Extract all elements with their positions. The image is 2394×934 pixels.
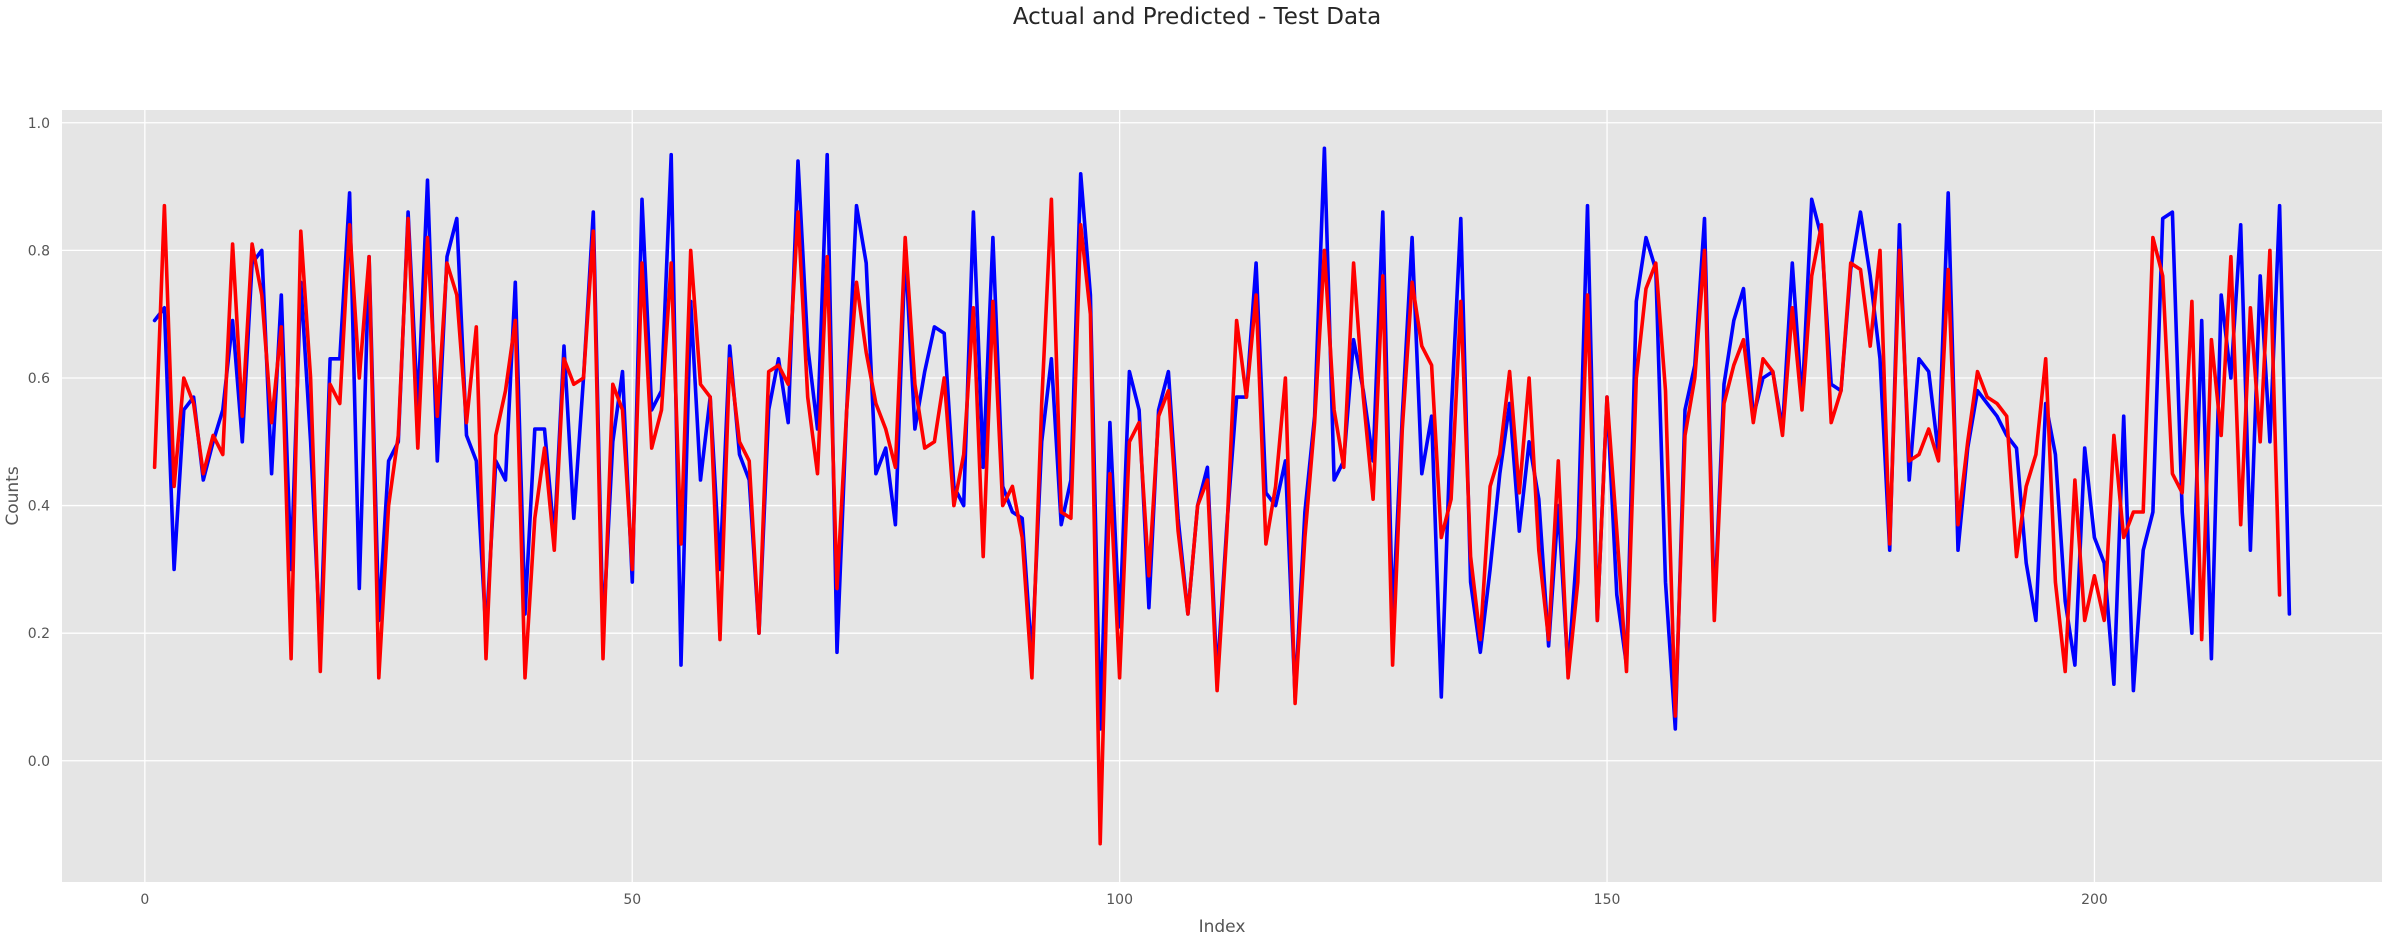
y-tick-label: 0.8 <box>28 243 50 259</box>
y-axis-label: Counts <box>3 466 23 525</box>
x-tick-label: 50 <box>623 892 641 908</box>
y-tick-label: 0.0 <box>28 754 50 770</box>
predicted-series-line <box>152 197 2282 846</box>
x-tick-label: 0 <box>140 892 149 908</box>
chart-title: Actual and Predicted - Test Data <box>1012 4 1382 30</box>
y-tick-label: 1.0 <box>28 116 50 132</box>
series-layer <box>152 146 2292 846</box>
x-axis-label: Index <box>1199 917 1246 934</box>
x-tick-label: 200 <box>2081 892 2108 908</box>
plot-area <box>62 110 2382 882</box>
x-axis-ticks: 0 50 100 150 200 <box>140 892 2107 908</box>
x-tick-label: 100 <box>1106 892 1133 908</box>
y-tick-label: 0.2 <box>28 626 50 642</box>
y-tick-label: 0.4 <box>28 499 50 515</box>
y-tick-label: 0.6 <box>28 371 50 387</box>
y-axis-ticks: 0.0 0.2 0.4 0.6 0.8 1.0 <box>28 116 50 770</box>
x-tick-label: 150 <box>1594 892 1621 908</box>
